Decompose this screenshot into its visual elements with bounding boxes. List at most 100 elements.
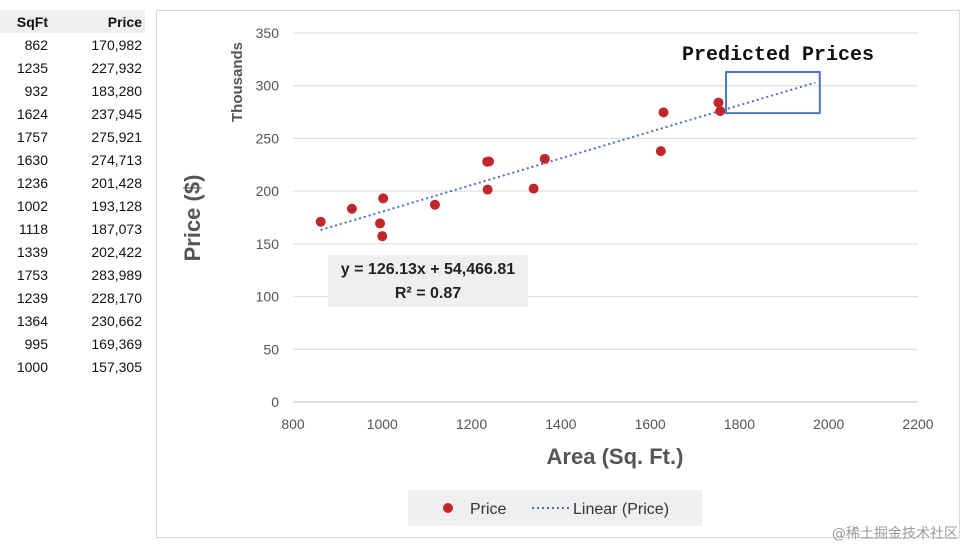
data-point [429, 199, 440, 210]
trend-equation: y = 126.13x + 54,466.81 [341, 261, 515, 278]
cell-price: 193,128 [91, 197, 142, 214]
cell-sqft: 1236 [16, 174, 48, 191]
data-point [482, 184, 493, 195]
header-sqft: SqFt [16, 13, 48, 30]
data-point [483, 156, 494, 167]
data-point [715, 106, 726, 117]
legend-price-marker [443, 503, 453, 513]
data-point [539, 153, 550, 164]
cell-price: 274,713 [91, 151, 142, 168]
prediction-box [725, 71, 821, 115]
cell-price: 275,921 [91, 128, 142, 145]
legend [408, 490, 702, 526]
cell-sqft: 1624 [16, 105, 48, 122]
table-row: 1753 283,989 [0, 263, 145, 286]
y-tick-label: 0 [271, 394, 279, 410]
y-axis-title: Price ($) [180, 175, 205, 262]
data-table: SqFt Price 862 170,982 1235 227,932 932 183,2… [0, 10, 145, 378]
table-row: 1624 237,945 [0, 102, 145, 125]
cell-sqft: 995 [24, 335, 48, 352]
cell-sqft: 1118 [18, 220, 48, 237]
x-tick-label: 1400 [545, 416, 576, 432]
cell-price: 187,073 [91, 220, 142, 237]
table-row: 1239 228,170 [0, 286, 145, 309]
annotation-label: Predicted Prices [682, 44, 874, 67]
x-tick-label: 1800 [724, 416, 755, 432]
cell-sqft: 1239 [16, 289, 48, 306]
x-tick-label: 1600 [635, 416, 666, 432]
data-point [346, 203, 357, 214]
table-row: 932 183,280 [0, 79, 145, 102]
trendline [320, 81, 816, 231]
x-tick-label: 2000 [813, 416, 844, 432]
cell-price: 170,982 [91, 36, 142, 53]
data-point [655, 146, 666, 157]
cell-price: 183,280 [91, 82, 142, 99]
table-row: 1235 227,932 [0, 56, 145, 79]
cell-sqft: 1630 [16, 151, 48, 168]
data-point [658, 107, 669, 118]
cell-price: 201,428 [91, 174, 142, 191]
equation-box [328, 255, 528, 307]
data-point [528, 183, 539, 194]
table-row: 1757 275,921 [0, 125, 145, 148]
cell-sqft: 1002 [16, 197, 48, 214]
legend-linear-label: Linear (Price) [573, 501, 669, 518]
y-tick-label: 300 [256, 78, 280, 94]
cell-price: 237,945 [91, 105, 142, 122]
x-tick-label: 2200 [902, 416, 933, 432]
header-price: Price [107, 13, 142, 30]
chart-frame [156, 10, 960, 538]
table-row: 1002 193,128 [0, 194, 145, 217]
legend-price-label: Price [470, 501, 507, 518]
x-axis-title: Area (Sq. Ft.) [547, 444, 684, 469]
cell-price: 228,170 [91, 289, 142, 306]
data-point [377, 231, 388, 242]
table-row: 1236 201,428 [0, 171, 145, 194]
cell-price: 157,305 [91, 358, 142, 375]
table-header: SqFt Price [0, 10, 145, 33]
y-tick-label: 150 [256, 236, 280, 252]
table-row: 1339 202,422 [0, 240, 145, 263]
x-tick-label: 800 [281, 416, 305, 432]
y-tick-label: 200 [256, 183, 280, 199]
cell-sqft: 932 [24, 82, 48, 99]
data-point [378, 193, 389, 204]
y-tick-label: 100 [256, 289, 280, 305]
table-row: 862 170,982 [0, 33, 145, 56]
cell-price: 202,422 [91, 243, 142, 260]
cell-price: 169,369 [91, 335, 142, 352]
cell-sqft: 1753 [16, 266, 48, 283]
data-point [315, 216, 326, 227]
x-tick-label: 1000 [367, 416, 398, 432]
data-point [713, 97, 724, 108]
cell-sqft: 1000 [16, 358, 48, 375]
table-row: 1364 230,662 [0, 309, 145, 332]
data-point [375, 218, 386, 229]
data-points [315, 97, 726, 242]
grid-lines [293, 32, 918, 403]
watermark: @稀土掘金技术社区 [832, 526, 958, 542]
trend-r2: R² = 0.87 [395, 285, 461, 302]
y-tick-labels: 0 50 100 150 200 250 300 350 [256, 25, 280, 410]
table-row: 1000 157,305 [0, 355, 145, 378]
cell-sqft: 1757 [16, 128, 48, 145]
x-tick-label: 1200 [456, 416, 487, 432]
x-tick-labels: 800 1000 1200 1400 1600 1800 2000 2200 [281, 416, 933, 432]
y-display-units: Thousands [229, 42, 246, 122]
cell-price: 227,932 [91, 59, 142, 76]
cell-sqft: 862 [24, 36, 48, 53]
y-tick-label: 250 [256, 130, 280, 146]
cell-sqft: 1339 [16, 243, 48, 260]
cell-price: 283,989 [91, 266, 142, 283]
cell-sqft: 1235 [16, 59, 48, 76]
table-row: 1630 274,713 [0, 148, 145, 171]
table-row: 1118 187,073 [0, 217, 145, 240]
table-row: 995 169,369 [0, 332, 145, 355]
y-tick-label: 50 [263, 341, 279, 357]
cell-price: 230,662 [91, 312, 142, 329]
table-body: 862 170,982 1235 227,932 932 183,280 1624 237,9… [0, 33, 145, 378]
y-tick-label: 350 [256, 25, 280, 41]
cell-sqft: 1364 [16, 312, 48, 329]
